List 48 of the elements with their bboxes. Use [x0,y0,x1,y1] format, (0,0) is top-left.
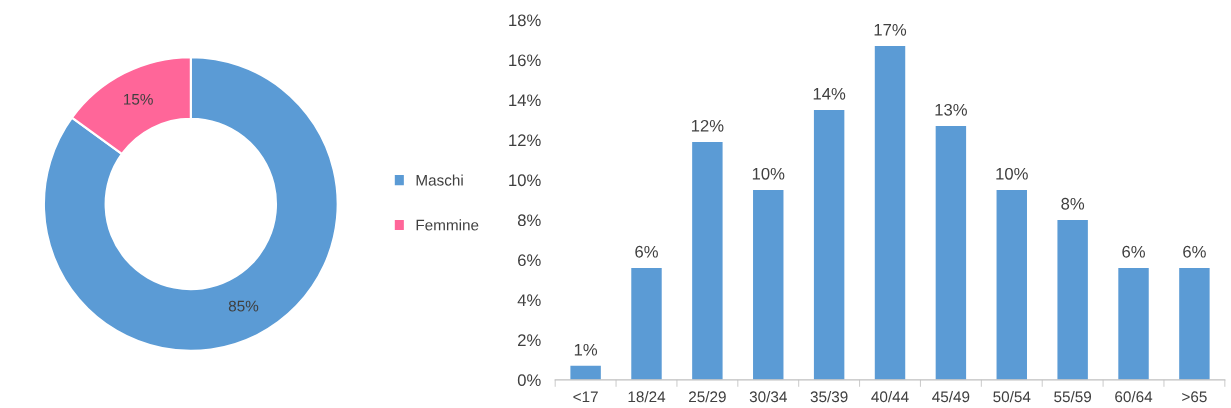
data-label: 6% [1122,245,1145,258]
data-label: 85% [228,300,259,312]
x-tick-label: 60/64 [1115,390,1153,403]
bar [996,189,1027,380]
bar [631,267,662,380]
data-label: 6% [1183,245,1206,258]
x-tick-label: 55/59 [1054,390,1092,403]
x-tick-label: 50/54 [993,390,1031,403]
bar [570,365,601,380]
bar [1179,267,1210,380]
y-tick-label: 4% [517,294,541,307]
data-label: 14% [813,87,846,100]
y-tick-label: 10% [509,174,541,187]
bar [753,189,784,380]
y-tick-label: 6% [518,254,541,267]
data-label: 10% [996,167,1028,180]
data-label: 12% [691,119,724,132]
data-label: 6% [635,245,658,258]
bar [692,141,723,380]
donut-slice [42,56,339,352]
x-tick-label: >65 [1182,391,1207,403]
y-tick-label: 8% [517,214,541,227]
x-tick-label: 30/34 [749,390,787,403]
data-label: 10% [752,167,785,180]
x-tick-label: 18/24 [628,390,666,403]
legend-label: Maschi [416,174,463,186]
legend-label: Femmine [416,219,479,231]
x-tick-label: 35/39 [810,390,848,403]
data-label: 13% [935,103,967,116]
y-tick-label: 16% [509,54,541,67]
bar [874,45,906,380]
bar [1118,267,1149,380]
y-tick-label: 18% [509,14,541,27]
data-label: 17% [874,24,907,36]
bar [935,125,967,380]
y-tick-label: 2% [518,334,541,346]
bar [1057,219,1088,380]
bar [813,109,845,380]
x-tick-label: 45/49 [932,390,970,403]
y-tick-label: 0% [517,374,541,387]
y-tick-label: 14% [509,94,541,107]
x-tick-label: <17 [573,391,598,403]
data-label: 8% [1061,197,1085,210]
x-tick-label: 40/44 [871,390,909,403]
x-tick-label: 25/29 [689,390,726,403]
data-label: 1% [574,343,598,356]
data-label: 15% [124,93,153,105]
y-tick-label: 12% [509,134,541,147]
